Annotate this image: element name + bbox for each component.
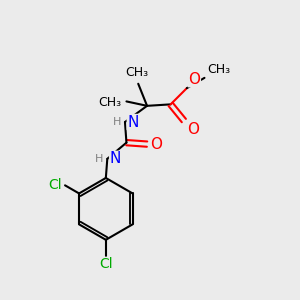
Text: O: O: [188, 72, 200, 87]
Text: N: N: [127, 115, 139, 130]
Text: O: O: [187, 122, 199, 137]
Text: CH₃: CH₃: [125, 66, 148, 79]
Text: Cl: Cl: [49, 178, 62, 192]
Text: H: H: [95, 154, 103, 164]
Text: CH₃: CH₃: [207, 63, 230, 76]
Text: N: N: [110, 151, 121, 166]
Text: CH₃: CH₃: [98, 96, 121, 110]
Text: Cl: Cl: [99, 257, 112, 272]
Text: H: H: [112, 117, 121, 127]
Text: O: O: [151, 136, 163, 152]
